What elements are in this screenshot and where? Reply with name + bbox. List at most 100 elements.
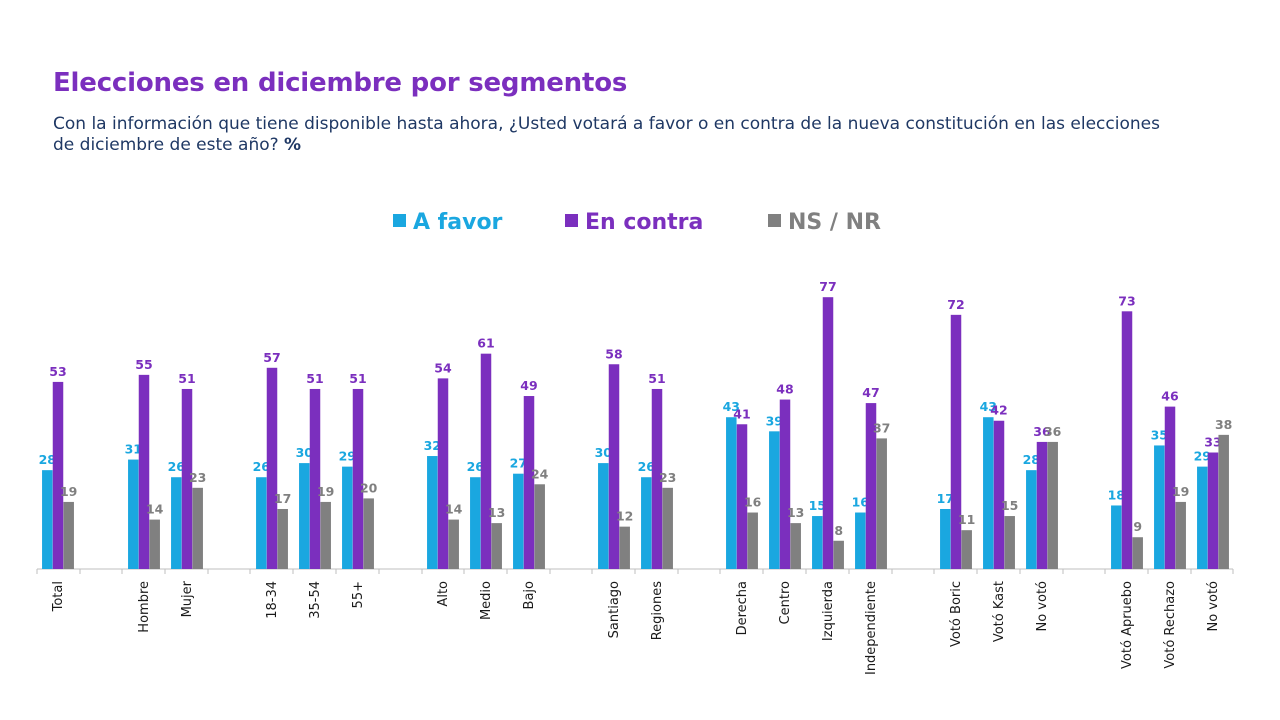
bar-ns-nr [833, 540, 844, 569]
bar-ns-nr [363, 498, 374, 569]
category-label: Derecha [735, 581, 750, 635]
data-label-a-favor: 26 [253, 459, 271, 474]
data-label-en-contra: 72 [947, 297, 964, 312]
data-label-a-favor: 31 [125, 442, 142, 457]
subtitle-unit: % [284, 135, 302, 155]
bar-en-contra [865, 403, 877, 569]
legend-label-en-contra: En contra [585, 210, 704, 235]
data-label-ns-nr: 19 [60, 484, 77, 499]
data-label-en-contra: 33 [1204, 435, 1221, 450]
data-label-a-favor: 39 [766, 413, 783, 428]
data-label-en-contra: 61 [477, 336, 494, 351]
data-label-en-contra: 46 [1161, 389, 1179, 404]
bar-en-contra [950, 314, 962, 569]
data-label-a-favor: 43 [980, 399, 997, 414]
bar-en-contra [352, 388, 364, 569]
data-label-en-contra: 55 [135, 357, 152, 372]
bar-a-favor [1026, 470, 1037, 569]
data-label-ns-nr: 20 [360, 480, 378, 495]
data-label-en-contra: 41 [733, 406, 750, 421]
data-label-en-contra: 51 [178, 371, 195, 386]
data-label-ns-nr: 8 [834, 523, 843, 538]
data-label-a-favor: 17 [937, 491, 954, 506]
data-label-ns-nr: 23 [189, 470, 206, 485]
bar-a-favor [641, 477, 652, 569]
data-label-a-favor: 30 [296, 445, 314, 460]
category-label: 55+ [351, 581, 366, 608]
data-label-ns-nr: 15 [1001, 498, 1018, 513]
bar-a-favor [342, 466, 353, 569]
category-label: Bajo [522, 581, 537, 609]
bar-a-favor [726, 417, 737, 569]
category-label: Regiones [650, 581, 665, 641]
data-label-ns-nr: 19 [317, 484, 334, 499]
category-label: Medio [479, 581, 494, 620]
bar-en-contra [266, 367, 278, 569]
data-label-ns-nr: 11 [958, 512, 975, 527]
category-label: Centro [778, 581, 793, 624]
data-label-en-contra: 48 [776, 382, 793, 397]
legend-item-ns-nr: NS / NR [768, 210, 881, 235]
bar-en-contra [437, 378, 449, 569]
bar-en-contra [1036, 441, 1048, 569]
bar-a-favor [299, 463, 310, 569]
bar-chart: 28 53 19 Total 31 55 14 Hombre 26 51 23 Mujer 26 57 17… [36, 279, 1234, 675]
category-label: Izquierda [821, 581, 836, 641]
legend-swatch-en-contra [565, 214, 578, 227]
data-label-a-favor: 18 [1108, 487, 1125, 502]
data-label-a-favor: 26 [467, 459, 485, 474]
data-label-ns-nr: 13 [787, 505, 804, 520]
bar-ns-nr [63, 501, 74, 569]
bar-en-contra [523, 396, 535, 569]
bar-a-favor [855, 512, 866, 569]
category-label: Mujer [180, 580, 195, 617]
category-label: Alto [436, 581, 451, 607]
data-label-en-contra: 73 [1118, 293, 1135, 308]
data-label-ns-nr: 14 [146, 502, 164, 517]
category-label: Santiago [607, 581, 622, 638]
bar-en-contra [1164, 406, 1176, 569]
subtitle-text: Con la información que tiene disponible … [53, 114, 1160, 155]
legend-label-a-favor: A favor [413, 210, 503, 235]
data-label-ns-nr: 16 [744, 495, 762, 510]
data-label-ns-nr: 23 [659, 470, 676, 485]
category-label: Hombre [137, 581, 152, 633]
bar-ns-nr [491, 523, 502, 569]
data-label-a-favor: 43 [723, 399, 740, 414]
bar-en-contra [480, 353, 492, 569]
bar-ns-nr [1004, 516, 1015, 569]
legend-swatch-a-favor [393, 214, 406, 227]
bar-ns-nr [448, 519, 459, 569]
data-label-ns-nr: 37 [873, 420, 890, 435]
data-label-en-contra: 51 [648, 371, 665, 386]
bar-a-favor [598, 463, 609, 569]
bar-ns-nr [961, 530, 972, 569]
data-label-ns-nr: 12 [616, 509, 633, 524]
bar-a-favor [256, 477, 267, 569]
bar-ns-nr [747, 512, 758, 569]
category-label: Votó Rechazo [1163, 581, 1178, 669]
bar-a-favor [812, 516, 823, 569]
data-label-a-favor: 29 [1194, 449, 1211, 464]
bar-ns-nr [876, 438, 887, 569]
chart-legend: A favor En contra NS / NR [0, 210, 1280, 244]
data-label-a-favor: 28 [39, 452, 56, 467]
data-label-a-favor: 35 [1151, 427, 1168, 442]
bar-a-favor [983, 417, 994, 569]
bar-en-contra [822, 297, 834, 569]
data-label-a-favor: 32 [424, 438, 441, 453]
data-label-en-contra: 47 [862, 385, 879, 400]
category-label: Total [51, 581, 66, 612]
page-title: Elecciones en diciembre por segmentos [53, 68, 628, 98]
bar-en-contra [1121, 311, 1133, 569]
bar-a-favor [470, 477, 481, 569]
bar-a-favor [171, 477, 182, 569]
bar-en-contra [309, 388, 321, 569]
data-label-ns-nr: 38 [1215, 417, 1232, 432]
data-label-ns-nr: 13 [488, 505, 505, 520]
bar-ns-nr [662, 487, 673, 569]
category-label: 18-34 [265, 581, 280, 619]
category-label: No votó [1206, 581, 1221, 632]
bar-en-contra [993, 420, 1005, 569]
data-label-en-contra: 42 [990, 403, 1007, 418]
